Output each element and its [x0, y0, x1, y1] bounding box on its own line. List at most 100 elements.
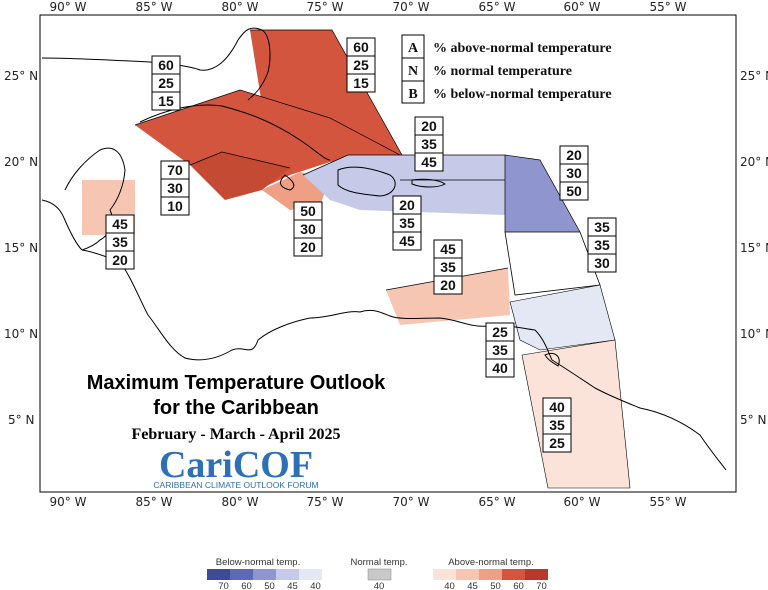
logo-wordmark: CariCOF: [159, 444, 313, 486]
legend-below-swatch: [299, 569, 322, 580]
prob-below: 40: [492, 360, 508, 376]
lat-tick-left: 15° N: [4, 241, 38, 255]
lon-tick-bottom: 80° W: [222, 495, 259, 509]
prob-box-bahamas: 60 25 15: [346, 37, 376, 93]
map-key: A N B % above-normal temperature % norma…: [401, 34, 612, 104]
prob-below: 10: [167, 198, 183, 214]
lon-tick-bottom: 70° W: [393, 495, 430, 509]
lat-tick-right: 15° N: [740, 241, 768, 255]
lon-tick-bottom: 55° W: [650, 495, 687, 509]
legend-below-tick: 70: [218, 581, 229, 590]
key-letter-above: A: [408, 41, 419, 56]
prob-normal: 25: [158, 75, 174, 91]
prob-normal: 30: [300, 221, 316, 237]
lon-tick-top: 65° W: [479, 0, 516, 14]
legend-normal-tick: 40: [374, 581, 385, 590]
prob-below: 20: [440, 277, 456, 293]
prob-normal: 35: [549, 417, 565, 433]
prob-above: 25: [492, 324, 508, 340]
probability-boxes: 60 25 15 60 25 15 70 30 10 45 35 20: [105, 37, 617, 453]
prob-above: 20: [399, 197, 415, 213]
prob-above: 60: [158, 57, 174, 73]
legend-above-swatch: [456, 569, 479, 580]
prob-normal: 35: [112, 234, 128, 250]
lon-tick-bottom: 90° W: [50, 495, 87, 509]
legend-above-swatch: [502, 569, 525, 580]
prob-box-belize: 45 35 20: [105, 214, 135, 270]
lon-ticks-top: 90° W 85° W 80° W 75° W 70° W 65° W 60° …: [50, 0, 687, 14]
prob-box-abc-islands: 45 35 20: [433, 239, 463, 295]
key-text-above: % above-normal temperature: [433, 41, 612, 56]
map-title-line2: for the Caribbean: [153, 397, 319, 419]
caricof-logo: CariCOF CARIBBEAN CLIMATE OUTLOOK FORUM: [153, 444, 318, 490]
prob-above: 45: [440, 241, 456, 257]
legend-above-tick: 45: [467, 581, 478, 590]
lat-tick-right: 25° N: [740, 69, 768, 83]
prob-above: 35: [594, 219, 610, 235]
prob-box-turks-caicos: 20 35 45: [414, 116, 444, 172]
prob-above: 70: [167, 162, 183, 178]
prob-box-windward: 35 35 30: [587, 217, 617, 273]
legend-above-swatches: 40 45 50 60 70: [433, 569, 548, 590]
lon-tick-top: 90° W: [50, 0, 87, 14]
prob-below: 20: [112, 252, 128, 268]
region-trinidad: [509, 284, 616, 351]
legend-below-swatch: [207, 569, 230, 580]
lon-tick-bottom: 60° W: [564, 495, 601, 509]
legend-above-swatch: [479, 569, 502, 580]
lat-tick-left: 5° N: [8, 413, 34, 427]
lon-tick-top: 75° W: [307, 0, 344, 14]
prob-above: 20: [421, 118, 437, 134]
prob-below: 15: [353, 75, 369, 91]
legend-below-swatch: [230, 569, 253, 580]
prob-normal: 30: [167, 180, 183, 196]
map-subtitle: February - March - April 2025: [131, 426, 340, 443]
legend-above-tick: 70: [536, 581, 547, 590]
prob-normal: 35: [594, 237, 610, 253]
lon-tick-top: 85° W: [136, 0, 173, 14]
prob-box-leeward: 20 30 50: [559, 145, 589, 201]
prob-below: 45: [399, 233, 415, 249]
legend-above-tick: 50: [490, 581, 501, 590]
prob-box-cuba: 60 25 15: [151, 55, 181, 111]
prob-normal: 35: [399, 215, 415, 231]
legend-below-swatch: [253, 569, 276, 580]
lon-tick-bottom: 75° W: [307, 495, 344, 509]
prob-box-jamaica-cayman: 70 30 10: [160, 160, 190, 216]
map-title-line1: Maximum Temperature Outlook: [87, 372, 386, 394]
lon-tick-top: 70° W: [393, 0, 430, 14]
lat-tick-right: 20° N: [740, 155, 768, 169]
legend-above-title: Above-normal temp.: [448, 557, 534, 568]
prob-normal: 35: [440, 259, 456, 275]
legend-below-title: Below-normal temp.: [216, 557, 300, 568]
prob-box-guianas: 40 35 25: [542, 397, 572, 453]
prob-below: 25: [549, 435, 565, 451]
prob-normal: 35: [421, 136, 437, 152]
legend: Below-normal temp. 70 60 50 45 40 Normal tem…: [207, 557, 548, 590]
prob-below: 15: [158, 93, 174, 109]
lon-tick-top: 55° W: [650, 0, 687, 14]
prob-below: 45: [421, 154, 437, 170]
lon-tick-bottom: 65° W: [479, 495, 516, 509]
lat-tick-left: 20° N: [4, 155, 38, 169]
lat-tick-left: 10° N: [4, 327, 38, 341]
legend-below-tick: 60: [241, 581, 252, 590]
lat-tick-right: 5° N: [740, 413, 766, 427]
legend-normal-swatch: [367, 568, 392, 581]
lat-tick-left: 25° N: [4, 69, 38, 83]
legend-below-tick: 40: [310, 581, 321, 590]
prob-below: 20: [300, 239, 316, 255]
prob-normal: 35: [492, 342, 508, 358]
lat-tick-right: 10° N: [740, 327, 768, 341]
legend-below-swatch: [276, 569, 299, 580]
prob-above: 20: [566, 147, 582, 163]
map-frame: [39, 14, 737, 493]
lon-tick-top: 80° W: [222, 0, 259, 14]
legend-below-tick: 45: [287, 581, 298, 590]
key-letter-below: B: [408, 87, 417, 102]
legend-below-tick: 50: [264, 581, 275, 590]
logo-subtext: CARIBBEAN CLIMATE OUTLOOK FORUM: [153, 480, 318, 490]
region-abc-islands: [386, 268, 510, 325]
lon-ticks-bottom: 90° W 85° W 80° W 75° W 70° W 65° W 60° …: [50, 495, 687, 509]
legend-above-tick: 60: [513, 581, 524, 590]
